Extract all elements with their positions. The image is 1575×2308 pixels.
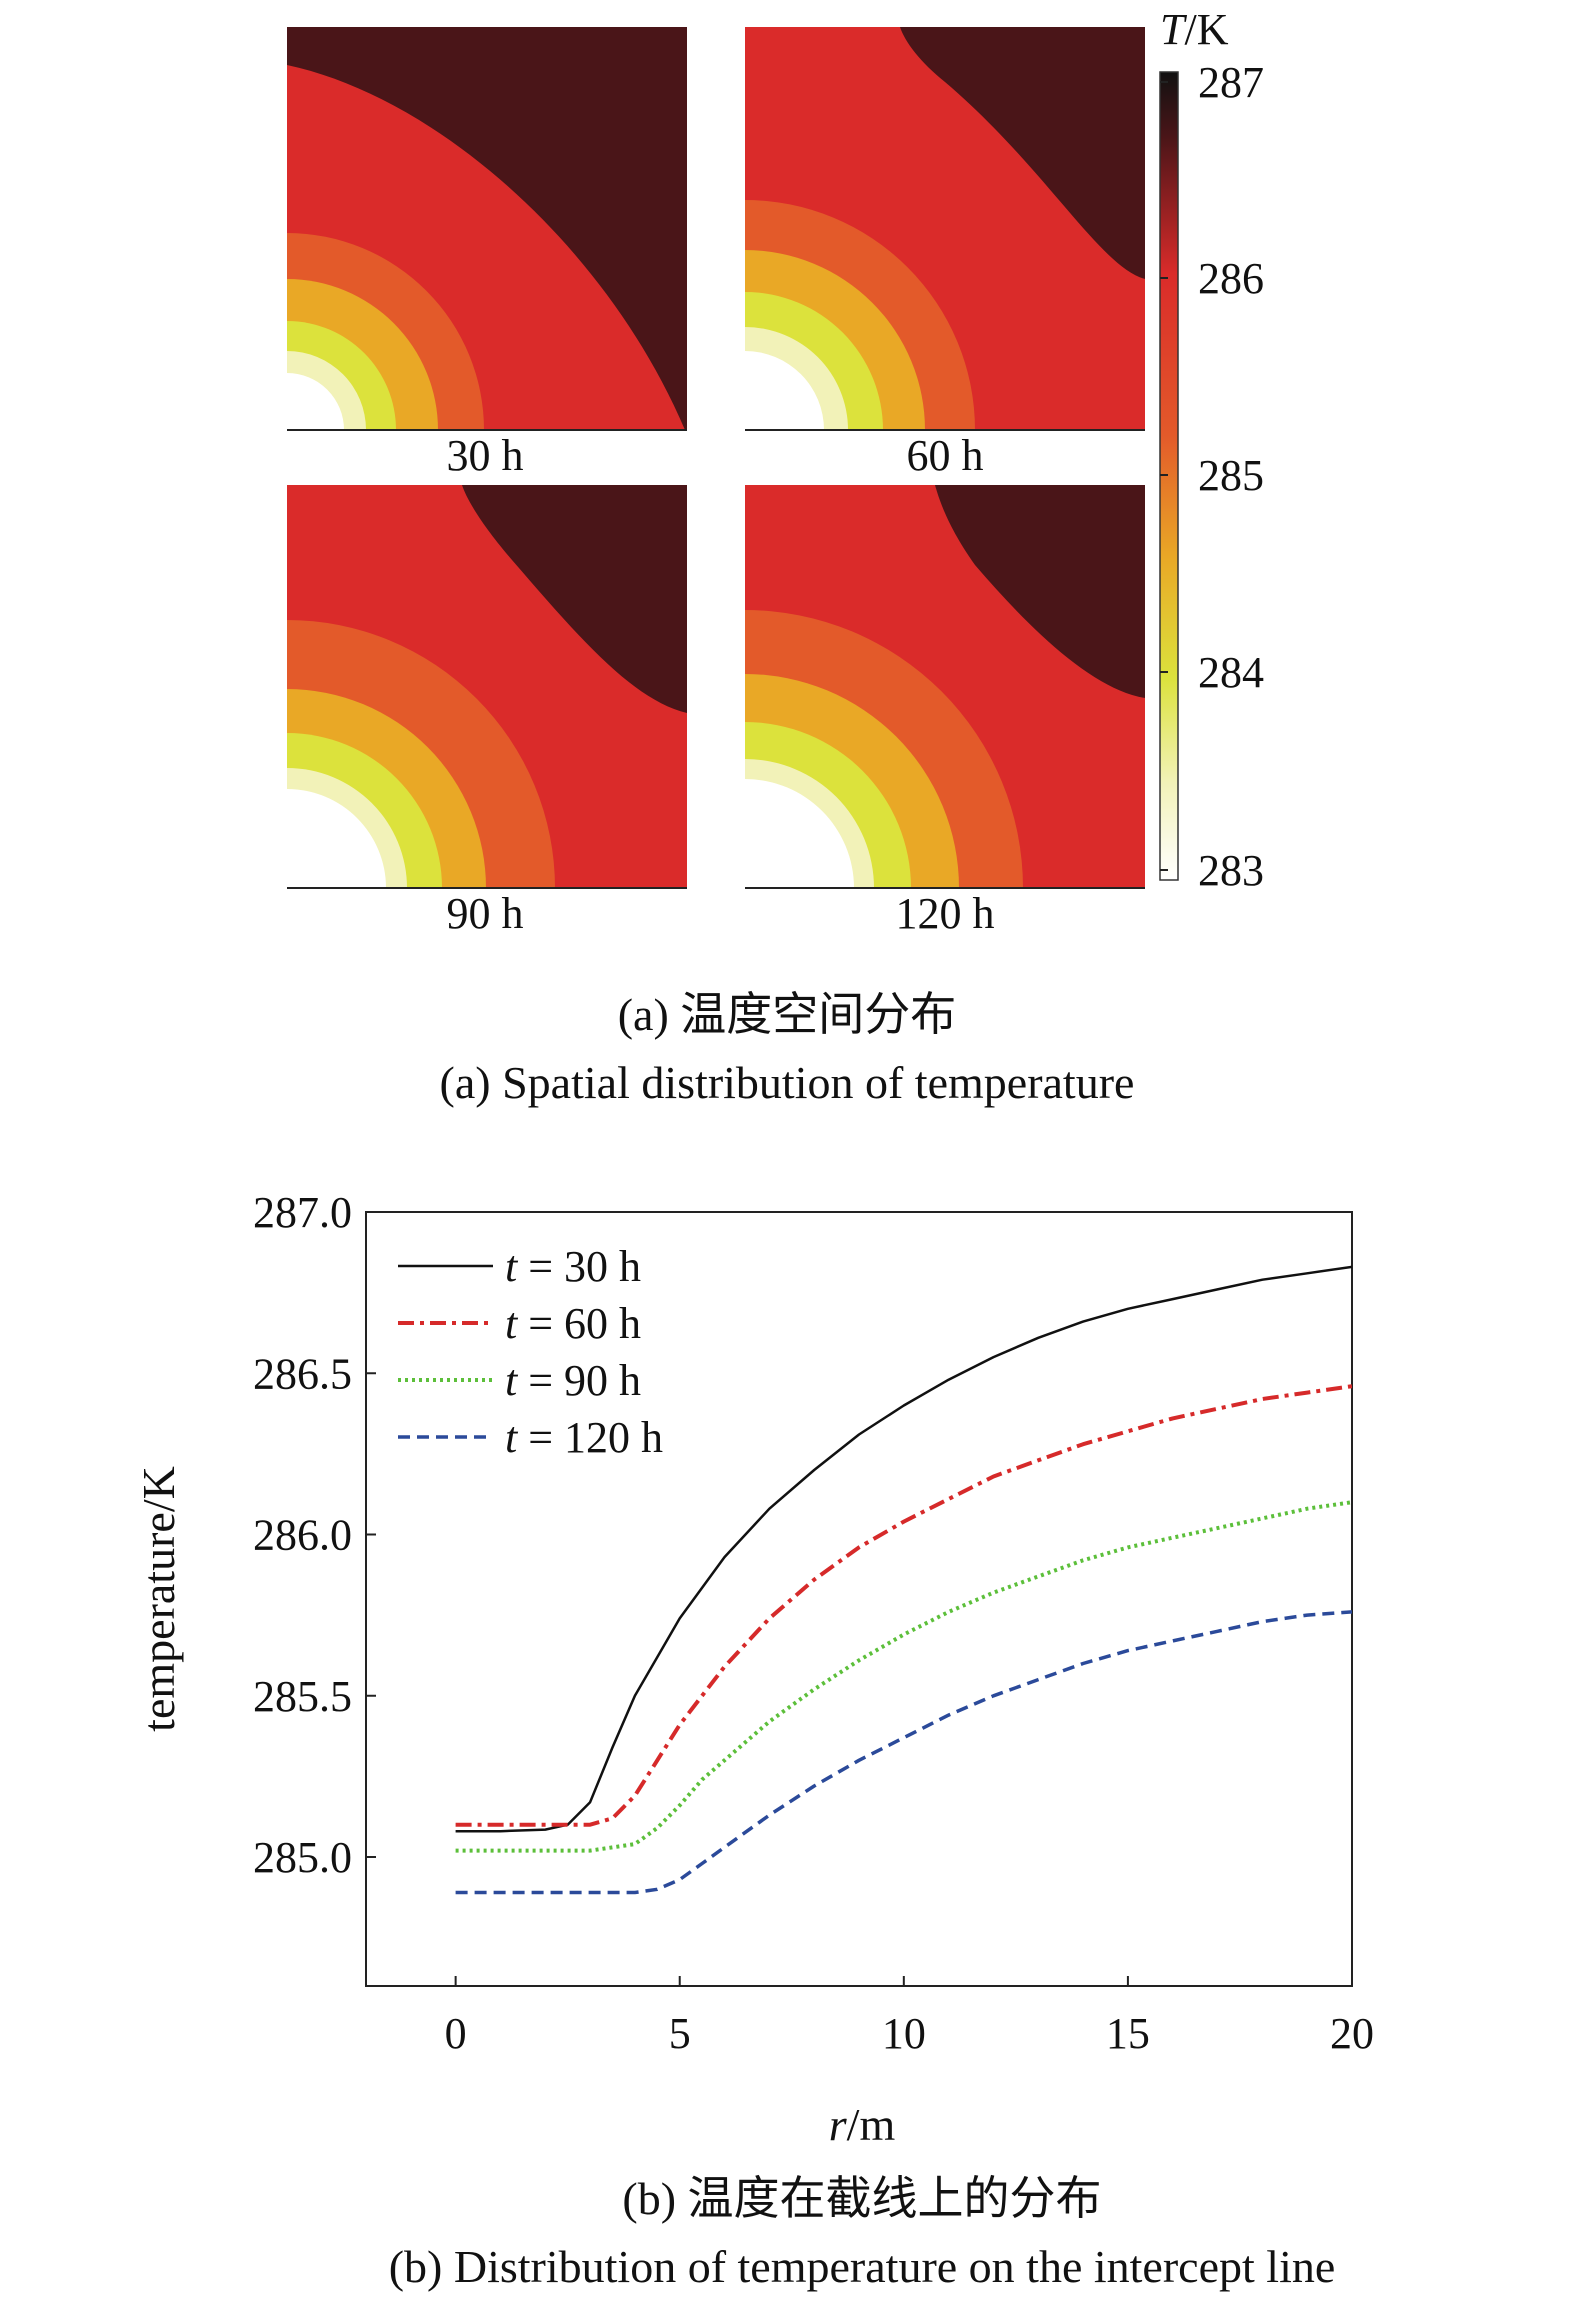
map-label-90h: 90 h bbox=[447, 889, 524, 938]
series-line-1 bbox=[455, 1384, 1352, 1827]
map-zone-dark bbox=[900, 27, 1145, 279]
colorbar-tick-label: 286 bbox=[1198, 254, 1264, 303]
y-tick-label: 286.0 bbox=[253, 1511, 352, 1560]
legend-entry-0: t = 30 h bbox=[505, 1242, 641, 1291]
colorbar-tick-label: 287 bbox=[1198, 58, 1264, 107]
x-tick-label: 15 bbox=[1106, 2009, 1150, 2058]
colorbar-tick-label: 284 bbox=[1198, 648, 1264, 697]
map-label-60h: 60 h bbox=[907, 431, 984, 480]
map-panel-60h bbox=[745, 27, 1145, 431]
plot-frame bbox=[365, 1211, 1353, 1987]
x-axis-label: r/m bbox=[829, 2099, 896, 2150]
y-axis: 285.0 285.5 286.0 286.5 287.0 bbox=[253, 1188, 376, 1882]
map-panel-30h bbox=[287, 27, 687, 431]
series-line-0 bbox=[455, 1265, 1352, 1833]
colorbar-tick-label: 283 bbox=[1198, 846, 1264, 895]
map-label-30h: 30 h bbox=[447, 431, 524, 480]
x-tick-label: 5 bbox=[669, 2009, 691, 2058]
caption-b-en: (b) Distribution of temperature on the i… bbox=[389, 2241, 1336, 2292]
series-line-2 bbox=[455, 1500, 1352, 1853]
x-tick-label: 10 bbox=[882, 2009, 926, 2058]
map-zone-white bbox=[287, 789, 386, 888]
y-tick-label: 285.0 bbox=[253, 1833, 352, 1882]
map-zone-dark bbox=[935, 485, 1145, 698]
map-zone-white bbox=[745, 351, 824, 430]
caption-a-en: (a) Spatial distribution of temperature bbox=[440, 1057, 1135, 1108]
y-axis-label: temperature/K bbox=[133, 1466, 184, 1732]
map-zone-white bbox=[745, 779, 854, 888]
legend-entry-1: t = 60 h bbox=[505, 1299, 641, 1348]
map-panel-120h bbox=[745, 485, 1145, 889]
colorbar: T/K 287 286 285 284 283 bbox=[1159, 5, 1264, 895]
legend-entry-3: t = 120 h bbox=[505, 1413, 663, 1462]
y-tick-label: 286.5 bbox=[253, 1349, 352, 1398]
map-zone-dark bbox=[462, 485, 687, 713]
caption-a-cn: (a) 温度空间分布 bbox=[618, 989, 957, 1040]
colorbar-tick-label: 285 bbox=[1198, 451, 1264, 500]
legend-entry-2: t = 90 h bbox=[505, 1356, 641, 1405]
y-tick-label: 285.5 bbox=[253, 1672, 352, 1721]
series-group bbox=[455, 1265, 1352, 1895]
map-panel-90h bbox=[287, 485, 687, 889]
x-tick-label: 0 bbox=[445, 2009, 467, 2058]
caption-b-cn: (b) 温度在截线上的分布 bbox=[622, 2173, 1101, 2224]
map-zone-white bbox=[287, 373, 344, 430]
colorbar-gradient bbox=[1160, 72, 1178, 880]
series-line-3 bbox=[455, 1610, 1352, 1895]
legend: t = 30 h t = 60 h t = 90 h t = 120 h bbox=[398, 1242, 663, 1462]
line-chart: 285.0 285.5 286.0 286.5 287.0 0 5 10 15 20 t = 3… bbox=[133, 1188, 1374, 2150]
y-tick-label: 287.0 bbox=[253, 1188, 352, 1237]
x-axis: 0 5 10 15 20 bbox=[445, 1976, 1374, 2058]
x-tick-label: 20 bbox=[1330, 2009, 1374, 2058]
map-label-120h: 120 h bbox=[896, 889, 995, 938]
colorbar-title: T/K bbox=[1160, 5, 1229, 54]
